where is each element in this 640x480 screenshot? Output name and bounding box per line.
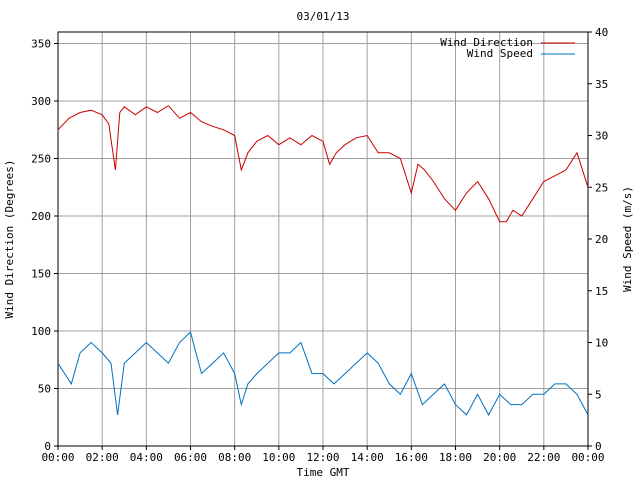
x-tick-label: 06:00: [174, 451, 207, 464]
series-lines: [57, 104, 589, 416]
ticks: 00:00 02:00 04:00 06:00 08:00 10:00 12:00 14:00…: [31, 26, 608, 464]
y-left-tick-label: 50: [38, 383, 51, 396]
series-line-wind-direction: [57, 104, 589, 223]
grid: [58, 32, 588, 446]
y-right-tick-label: 30: [595, 130, 608, 143]
x-tick-label: 00:00: [41, 451, 74, 464]
legend: Wind Direction Wind Speed: [440, 36, 575, 60]
chart-title: 03/01/13: [297, 10, 350, 23]
y-right-tick-label: 20: [595, 233, 608, 246]
y-left-tick-label: 100: [31, 325, 51, 338]
legend-label-wind-speed: Wind Speed: [467, 47, 533, 60]
x-tick-label: 04:00: [130, 451, 163, 464]
y-left-tick-label: 300: [31, 95, 51, 108]
x-tick-label: 16:00: [395, 451, 428, 464]
y-right-tick-label: 40: [595, 26, 608, 39]
series-line-wind-speed: [57, 331, 589, 416]
y-right-tick-label: 5: [595, 388, 602, 401]
x-tick-label: 02:00: [86, 451, 119, 464]
y-right-tick-label: 0: [595, 440, 602, 453]
x-tick-label: 00:00: [571, 451, 604, 464]
x-tick-label: 12:00: [306, 451, 339, 464]
x-tick-label: 20:00: [483, 451, 516, 464]
x-axis-label: Time GMT: [297, 466, 350, 479]
y-left-tick-label: 150: [31, 268, 51, 281]
y-right-tick-label: 15: [595, 285, 608, 298]
y-right-tick-label: 10: [595, 337, 608, 350]
legend-label-wind-direction: Wind Direction: [440, 36, 533, 49]
y-left-tick-label: 0: [44, 440, 51, 453]
y-left-tick-label: 200: [31, 210, 51, 223]
x-tick-label: 22:00: [527, 451, 560, 464]
x-tick-label: 08:00: [218, 451, 251, 464]
y-left-tick-label: 350: [31, 38, 51, 51]
y-left-tick-label: 250: [31, 153, 51, 166]
y-right-tick-label: 25: [595, 181, 608, 194]
x-tick-label: 14:00: [351, 451, 384, 464]
y-axis-left-label: Wind Direction (Degrees): [3, 160, 16, 319]
y-axis-right-label: Wind Speed (m/s): [621, 186, 634, 292]
x-tick-label: 10:00: [262, 451, 295, 464]
y-right-tick-label: 35: [595, 78, 608, 91]
x-tick-label: 18:00: [439, 451, 472, 464]
